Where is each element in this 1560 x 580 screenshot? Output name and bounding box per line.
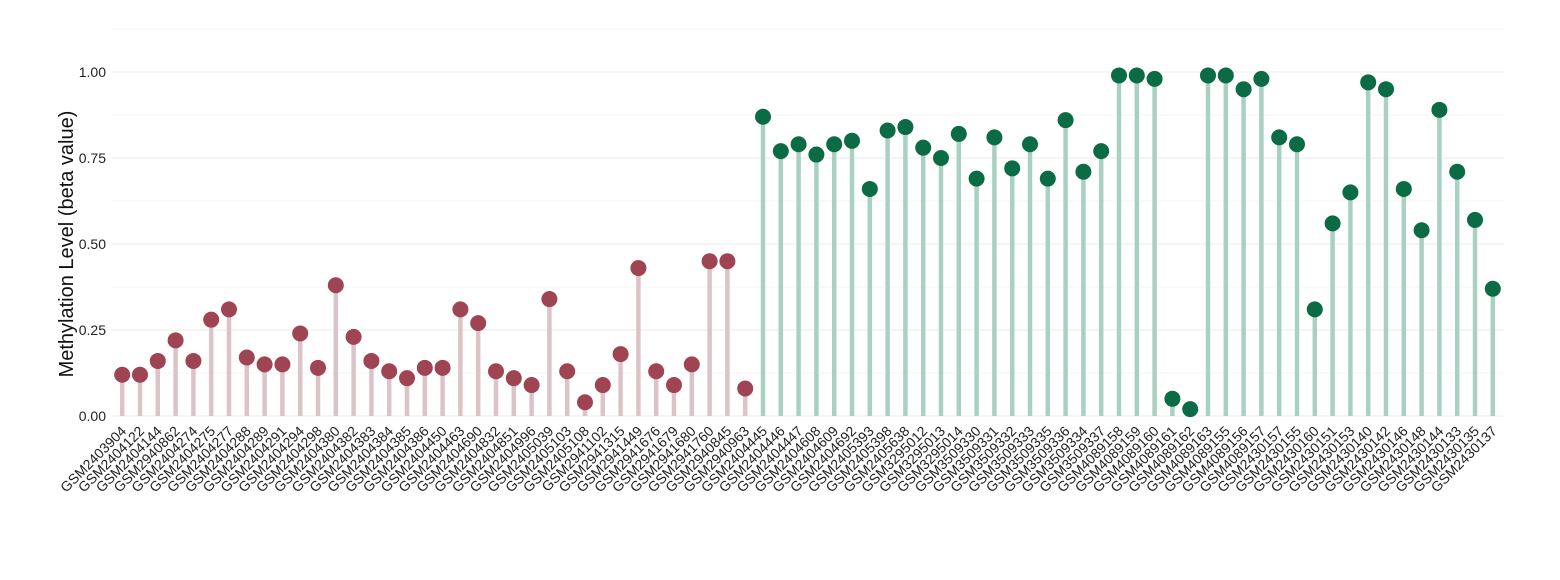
y-tick-label: 0.00: [79, 408, 106, 424]
point-GSM4089158: [1111, 67, 1127, 84]
y-axis-title: Methylation Level (beta value): [56, 111, 78, 378]
y-axis-ticks: 0.00 0.25 0.50 0.75 1.00: [79, 64, 106, 424]
point-GSM2404298: [310, 359, 326, 376]
point-GSM2405108: [577, 394, 593, 411]
point-GSM2430153: [1342, 184, 1359, 201]
point-GSM3509335: [1039, 170, 1056, 187]
point-GSM3509330: [968, 170, 985, 187]
point-GSM4089161: [1164, 390, 1181, 407]
point-GSM4089157: [1253, 70, 1270, 87]
point-GSM2405398: [879, 122, 896, 139]
point-GSM2430146: [1395, 180, 1412, 197]
point-GSM2405039: [541, 291, 558, 308]
point-GSM3509337: [1093, 143, 1110, 160]
point-GSM2404122: [132, 366, 148, 383]
point-GSM2940963: [737, 380, 754, 397]
point-GSM2403904: [114, 366, 131, 383]
point-GSM2404609: [826, 136, 843, 153]
point-GSM2404832: [488, 363, 504, 380]
point-GSM2404463: [452, 301, 469, 318]
point-GSM3509332: [1004, 160, 1021, 177]
point-GSM2404446: [772, 143, 789, 160]
point-GSM2430133: [1449, 163, 1466, 180]
point-GSM2430157: [1271, 129, 1288, 146]
point-GSM2430144: [1431, 101, 1448, 118]
point-GSM2404447: [790, 136, 807, 153]
stems: [119, 75, 1496, 416]
point-GSM2404277: [221, 301, 237, 318]
point-GSM2430135: [1467, 211, 1483, 228]
y-tick-label: 0.50: [79, 236, 106, 252]
point-GSM2404384: [381, 363, 398, 380]
point-GSM4089159: [1128, 67, 1145, 84]
point-GSM4089162: [1182, 401, 1199, 418]
point-GSM2404450: [434, 359, 451, 376]
point-GSM3295013: [933, 150, 949, 166]
point-GSM2941760: [701, 253, 718, 270]
point-GSM2404996: [523, 377, 540, 394]
point-GSM2404294: [292, 325, 309, 342]
point-GSM2430155: [1289, 136, 1305, 153]
y-tick-label: 0.25: [79, 322, 106, 338]
point-GSM2430151: [1324, 215, 1341, 232]
point-GSM2405103: [559, 363, 576, 380]
point-GSM2404274: [185, 352, 202, 369]
point-GSM3509333: [1022, 136, 1038, 153]
point-GSM3509331: [986, 129, 1003, 146]
point-GSM4089156: [1235, 81, 1252, 98]
point-GSM2941315: [612, 346, 629, 363]
point-GSM4089160: [1146, 70, 1163, 87]
point-GSM2405393: [861, 180, 878, 197]
y-tick-label: 1.00: [79, 64, 106, 80]
point-GSM2940845: [719, 253, 736, 270]
point-GSM2430137: [1484, 280, 1501, 297]
point-GSM2404289: [256, 356, 273, 373]
point-GSM3295012: [915, 139, 932, 156]
point-GSM2941102: [594, 377, 611, 394]
point-GSM2941676: [648, 363, 665, 380]
point-GSM2404291: [274, 356, 291, 373]
x-axis-tick-labels: GSM2403904GSM2404122GSM2404144GSM2940862…: [57, 423, 1500, 496]
point-GSM2941449: [630, 260, 647, 277]
point-GSM2404288: [238, 349, 255, 366]
point-GSM2404851: [505, 370, 522, 387]
point-GSM2404380: [327, 277, 344, 294]
point-GSM2404386: [416, 359, 433, 376]
point-GSM2941679: [666, 377, 682, 394]
point-GSM2940862: [167, 332, 184, 349]
point-GSM3295014: [950, 125, 967, 142]
point-GSM2404382: [345, 328, 362, 345]
point-GSM2404385: [399, 370, 415, 387]
grid-lines: [112, 28, 1504, 417]
point-GSM2404445: [755, 108, 771, 125]
point-GSM2404690: [470, 315, 487, 332]
y-tick-label: 0.75: [79, 150, 106, 166]
point-GSM2404692: [844, 132, 860, 149]
point-GSM2941680: [683, 356, 700, 373]
point-GSM2405638: [897, 119, 914, 136]
point-GSM3509334: [1075, 163, 1092, 180]
point-GSM2404144: [149, 352, 166, 369]
point-GSM4089155: [1217, 67, 1234, 84]
point-GSM3509336: [1057, 112, 1074, 129]
point-GSM2430148: [1413, 222, 1430, 239]
point-GSM2404608: [808, 146, 825, 163]
point-GSM4089163: [1200, 67, 1216, 84]
point-GSM2430142: [1378, 81, 1394, 98]
point-GSM2404275: [203, 311, 220, 328]
data-points: [114, 67, 1501, 418]
point-GSM2430140: [1360, 74, 1377, 91]
point-GSM2430160: [1306, 301, 1323, 318]
point-GSM2404383: [363, 352, 380, 369]
